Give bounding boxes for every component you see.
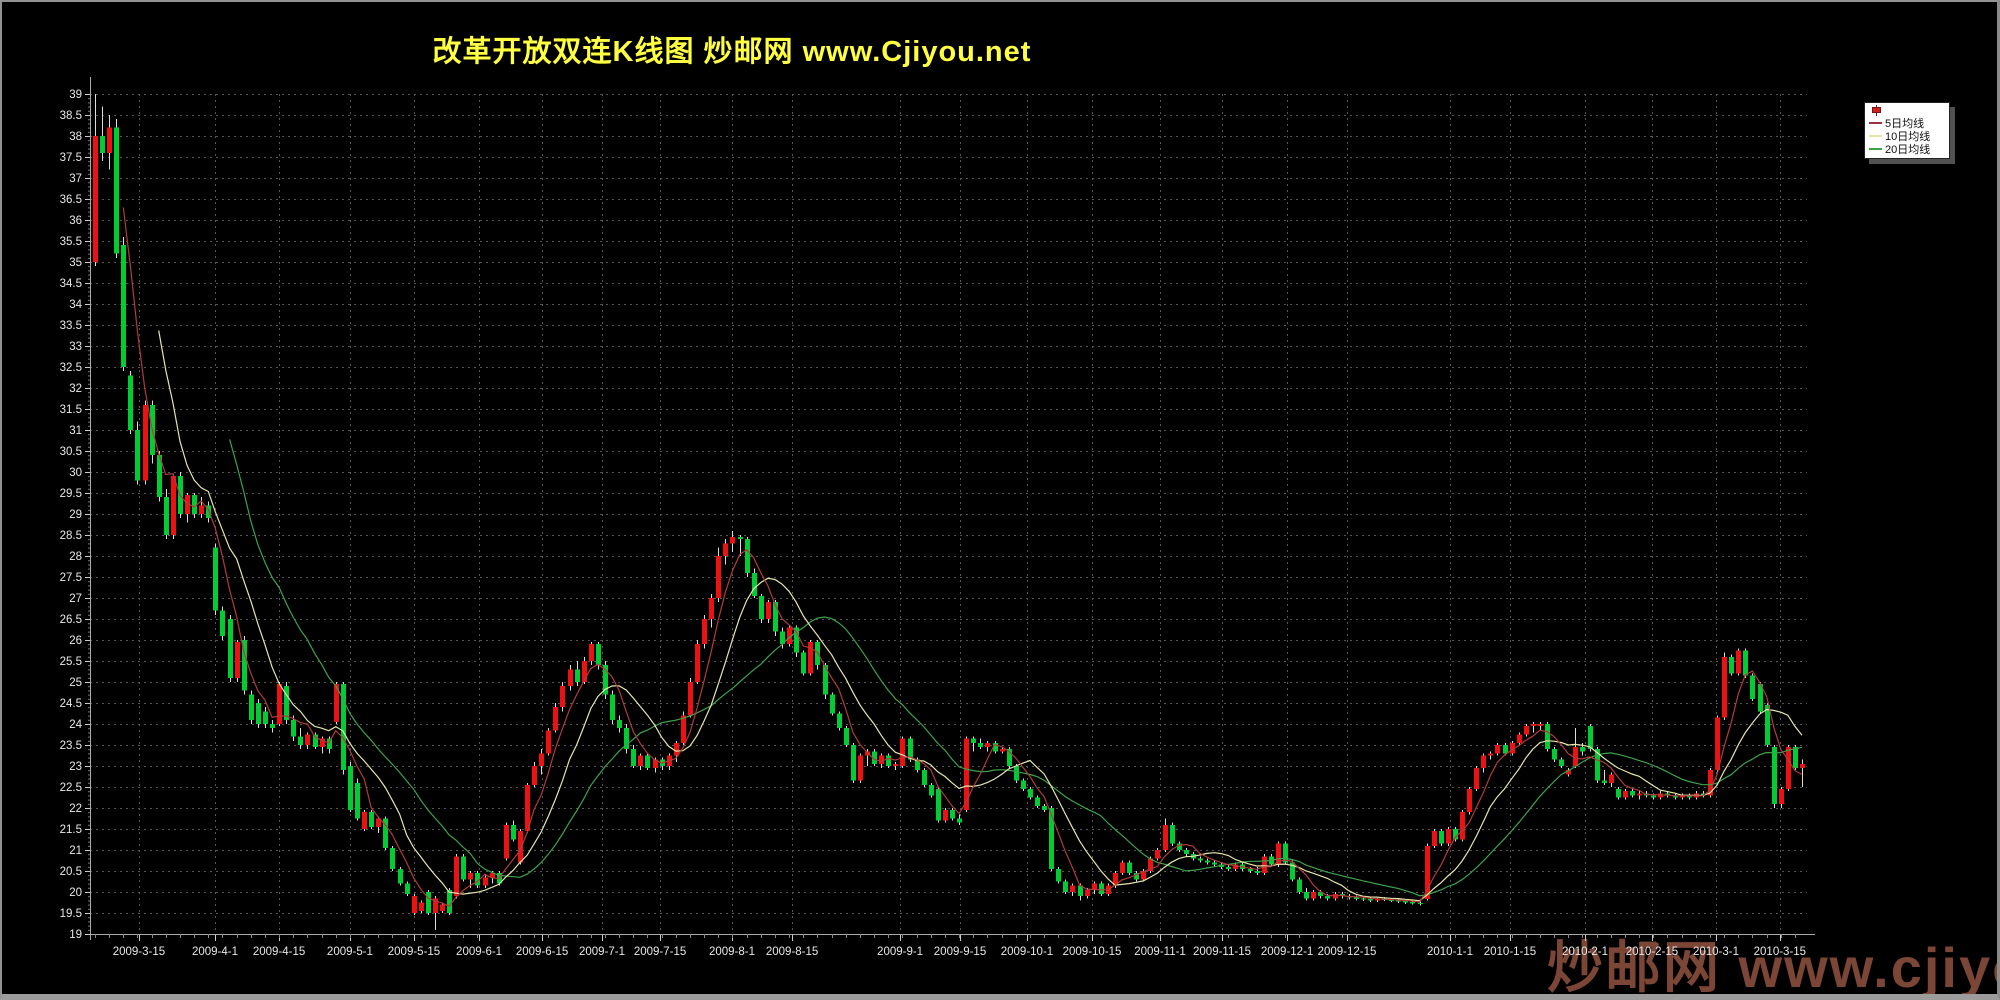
svg-text:31: 31 <box>69 425 82 437</box>
svg-text:25: 25 <box>69 677 82 689</box>
svg-text:36: 36 <box>69 215 82 227</box>
svg-text:26.5: 26.5 <box>60 614 82 626</box>
legend-item-ma5: 5日均线 <box>1869 116 1947 130</box>
horizontal-gridlines <box>90 94 1807 914</box>
svg-text:2009-11-15: 2009-11-15 <box>1193 946 1251 958</box>
ma5-line-swatch <box>1869 121 1882 124</box>
svg-text:26: 26 <box>69 635 82 647</box>
svg-text:35.5: 35.5 <box>60 236 82 248</box>
ma10-line-swatch <box>1869 134 1882 137</box>
svg-text:2009-7-15: 2009-7-15 <box>634 946 686 958</box>
svg-text:2010-1-15: 2010-1-15 <box>1484 946 1536 958</box>
svg-text:2010-2-1: 2010-2-1 <box>1562 946 1608 958</box>
svg-text:31.5: 31.5 <box>60 404 82 416</box>
ma20-line-swatch <box>1869 147 1882 150</box>
svg-text:2009-6-15: 2009-6-15 <box>516 946 568 958</box>
svg-text:2009-8-1: 2009-8-1 <box>709 946 755 958</box>
svg-text:2009-9-1: 2009-9-1 <box>877 946 923 958</box>
svg-text:29: 29 <box>69 509 82 521</box>
svg-text:22: 22 <box>69 803 82 815</box>
candle-icon-body <box>1872 107 1881 113</box>
svg-text:33.5: 33.5 <box>60 320 82 332</box>
svg-text:33: 33 <box>69 341 82 353</box>
ma10-legend-label: 10日均线 <box>1885 130 1931 143</box>
svg-text:37: 37 <box>69 173 82 185</box>
ma5-line <box>122 207 1803 908</box>
svg-text:2009-5-1: 2009-5-1 <box>327 946 373 958</box>
svg-text:27.5: 27.5 <box>60 572 82 584</box>
svg-text:25.5: 25.5 <box>60 656 82 668</box>
x-axis-labels: 2009-3-15 2009-4-1 2009-4-15 2009-5-1 2009-5… <box>113 946 1806 958</box>
svg-text:19: 19 <box>69 929 82 941</box>
ma10-line <box>158 330 1803 902</box>
svg-text:23.5: 23.5 <box>60 740 82 752</box>
ma20-legend-label: 20日均线 <box>1885 143 1931 156</box>
svg-text:2010-2-15: 2010-2-15 <box>1626 946 1678 958</box>
svg-text:20: 20 <box>69 887 82 899</box>
svg-text:22.5: 22.5 <box>60 782 82 794</box>
svg-text:2009-12-15: 2009-12-15 <box>1318 946 1377 958</box>
svg-text:30.5: 30.5 <box>60 446 82 458</box>
chart-title: 改革开放双连K线图 炒邮网 www.Cjiyou.net <box>432 36 1032 68</box>
svg-text:35: 35 <box>69 257 82 269</box>
svg-text:20.5: 20.5 <box>60 866 82 878</box>
candlestick-series <box>93 94 1805 930</box>
svg-text:38.5: 38.5 <box>60 110 82 122</box>
svg-text:32.5: 32.5 <box>60 362 82 374</box>
ma5-legend-label: 5日均线 <box>1885 117 1925 130</box>
svg-text:2010-3-15: 2010-3-15 <box>1754 946 1806 958</box>
red-candle-icon <box>1872 105 1881 116</box>
svg-text:2009-6-1: 2009-6-1 <box>456 946 502 958</box>
svg-text:2009-4-1: 2009-4-1 <box>192 946 238 958</box>
svg-text:24.5: 24.5 <box>60 698 82 710</box>
ma-legend: 5日均线 10日均线 20日均线 <box>1864 102 1950 159</box>
svg-text:21: 21 <box>69 845 82 857</box>
svg-text:2010-3-1: 2010-3-1 <box>1693 946 1739 958</box>
svg-text:2009-12-1: 2009-12-1 <box>1261 946 1313 958</box>
svg-text:38: 38 <box>69 131 82 143</box>
svg-text:39: 39 <box>69 89 82 101</box>
svg-text:34.5: 34.5 <box>60 278 82 290</box>
svg-text:2009-3-15: 2009-3-15 <box>113 946 165 958</box>
svg-text:2009-10-1: 2009-10-1 <box>1001 946 1053 958</box>
svg-text:24: 24 <box>69 719 82 731</box>
ma20-line <box>229 439 1803 897</box>
svg-text:32: 32 <box>69 383 82 395</box>
svg-text:28.5: 28.5 <box>60 530 82 542</box>
svg-text:23: 23 <box>69 761 82 773</box>
svg-text:21.5: 21.5 <box>60 824 82 836</box>
svg-text:2009-8-15: 2009-8-15 <box>766 946 818 958</box>
svg-text:27: 27 <box>69 593 82 605</box>
legend-item-ma20: 20日均线 <box>1869 142 1947 156</box>
legend-item-ma10: 10日均线 <box>1869 129 1947 143</box>
svg-text:37.5: 37.5 <box>60 152 82 164</box>
svg-text:2010-1-1: 2010-1-1 <box>1427 946 1473 958</box>
svg-text:2009-10-15: 2009-10-15 <box>1063 946 1122 958</box>
vertical-gridlines <box>139 94 1781 941</box>
svg-text:36.5: 36.5 <box>60 194 82 206</box>
svg-text:2009-5-15: 2009-5-15 <box>388 946 440 958</box>
svg-text:2009-11-1: 2009-11-1 <box>1134 946 1186 958</box>
svg-text:19.5: 19.5 <box>60 908 82 920</box>
svg-text:28: 28 <box>69 551 82 563</box>
watermark-text: 炒邮网 www.cjiyou.net <box>1547 936 1997 999</box>
svg-text:2009-4-15: 2009-4-15 <box>253 946 305 958</box>
svg-text:34: 34 <box>69 299 82 311</box>
svg-text:29.5: 29.5 <box>60 488 82 500</box>
axis-lines: 39 38.5 38 37.5 37 36.5 36 35.5 35 34.5 34 33.5 33 32… <box>60 77 1815 941</box>
svg-text:30: 30 <box>69 467 82 479</box>
svg-text:2009-7-1: 2009-7-1 <box>579 946 625 958</box>
svg-text:2009-9-15: 2009-9-15 <box>934 946 986 958</box>
